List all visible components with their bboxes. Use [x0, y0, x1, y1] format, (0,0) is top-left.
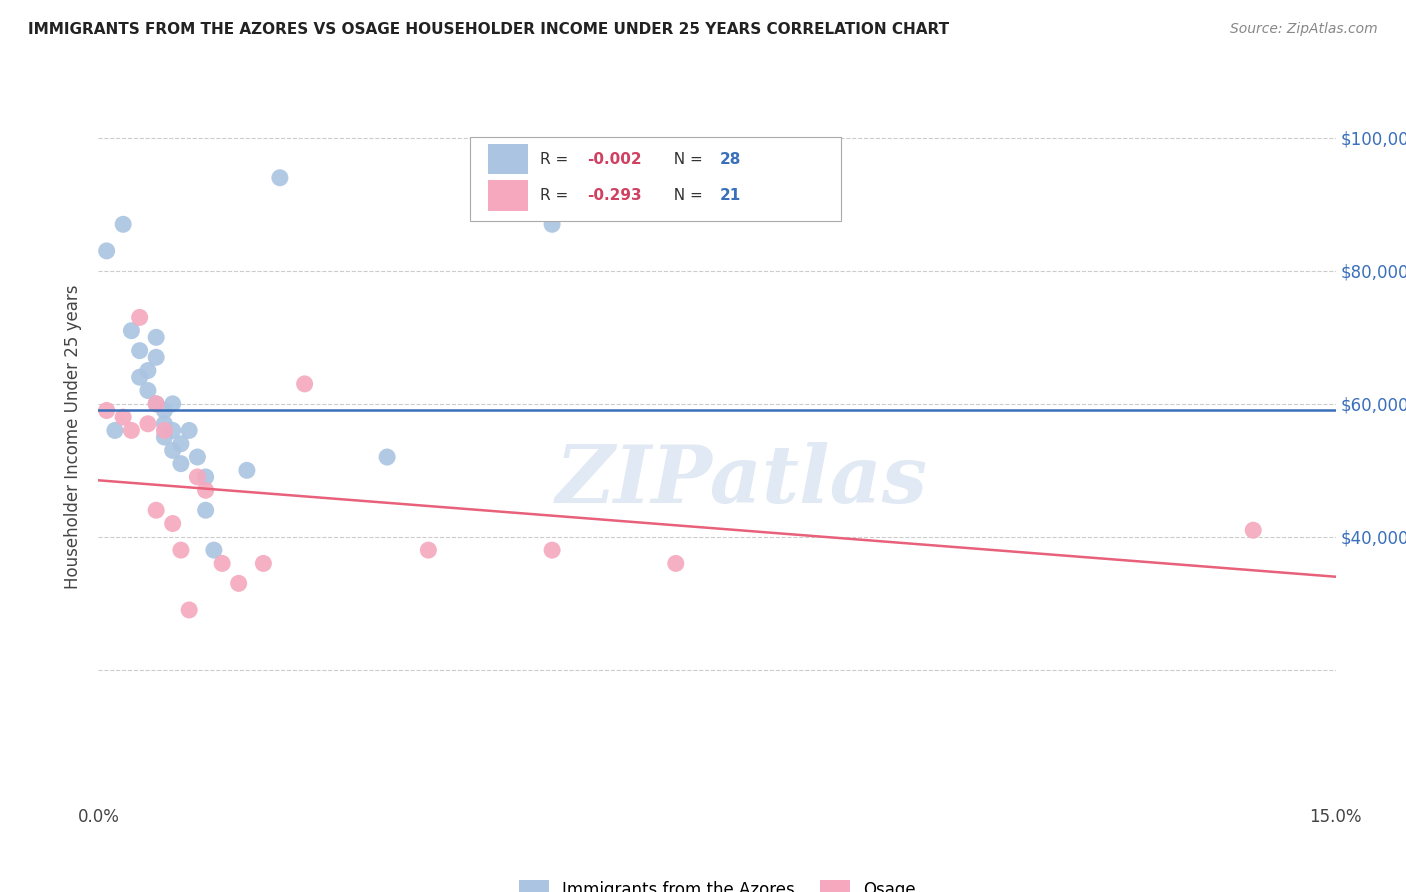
Point [120, 324, 142, 338]
Point [228, 576, 250, 591]
Point [104, 424, 127, 438]
Point [145, 351, 167, 365]
FancyBboxPatch shape [470, 137, 841, 221]
Point [294, 376, 316, 391]
Point [541, 217, 564, 231]
Point [162, 443, 184, 458]
Point [665, 557, 688, 571]
Text: ZIPatlas: ZIPatlas [555, 442, 928, 520]
Point [145, 397, 167, 411]
Text: -0.002: -0.002 [588, 152, 641, 167]
Point [170, 543, 193, 558]
Point [170, 457, 193, 471]
Text: N =: N = [664, 188, 707, 203]
Text: R =: R = [540, 188, 574, 203]
Text: -0.293: -0.293 [588, 188, 641, 203]
Point [112, 217, 135, 231]
Point [153, 417, 176, 431]
FancyBboxPatch shape [488, 180, 527, 211]
Point [186, 470, 208, 484]
Point [96, 403, 118, 417]
Legend: Immigrants from the Azores, Osage: Immigrants from the Azores, Osage [512, 873, 922, 892]
Point [136, 417, 159, 431]
Point [112, 410, 135, 425]
Text: 28: 28 [720, 152, 741, 167]
Point [145, 397, 167, 411]
Point [96, 244, 118, 258]
Point [211, 557, 233, 571]
Point [194, 503, 217, 517]
Point [128, 343, 150, 358]
Point [153, 430, 176, 444]
Text: R =: R = [540, 152, 574, 167]
Point [162, 397, 184, 411]
Point [194, 483, 217, 498]
Point [202, 543, 225, 558]
Point [269, 170, 291, 185]
Point [145, 330, 167, 344]
FancyBboxPatch shape [488, 144, 527, 175]
Point [120, 424, 142, 438]
Point [145, 503, 167, 517]
Point [194, 470, 217, 484]
Point [418, 543, 440, 558]
Point [179, 603, 201, 617]
Point [162, 516, 184, 531]
Y-axis label: Householder Income Under 25 years: Householder Income Under 25 years [65, 285, 83, 590]
Point [136, 384, 159, 398]
Point [252, 557, 274, 571]
Point [136, 363, 159, 377]
Point [1241, 523, 1264, 537]
Point [186, 450, 208, 464]
Point [170, 436, 193, 450]
Point [179, 424, 201, 438]
Point [375, 450, 398, 464]
Point [541, 543, 564, 558]
Point [236, 463, 259, 477]
Text: IMMIGRANTS FROM THE AZORES VS OSAGE HOUSEHOLDER INCOME UNDER 25 YEARS CORRELATIO: IMMIGRANTS FROM THE AZORES VS OSAGE HOUS… [28, 22, 949, 37]
Point [162, 424, 184, 438]
Point [128, 370, 150, 384]
Text: Source: ZipAtlas.com: Source: ZipAtlas.com [1230, 22, 1378, 37]
Text: N =: N = [664, 152, 707, 167]
Point [153, 403, 176, 417]
Point [128, 310, 150, 325]
Point [153, 424, 176, 438]
Text: 21: 21 [720, 188, 741, 203]
